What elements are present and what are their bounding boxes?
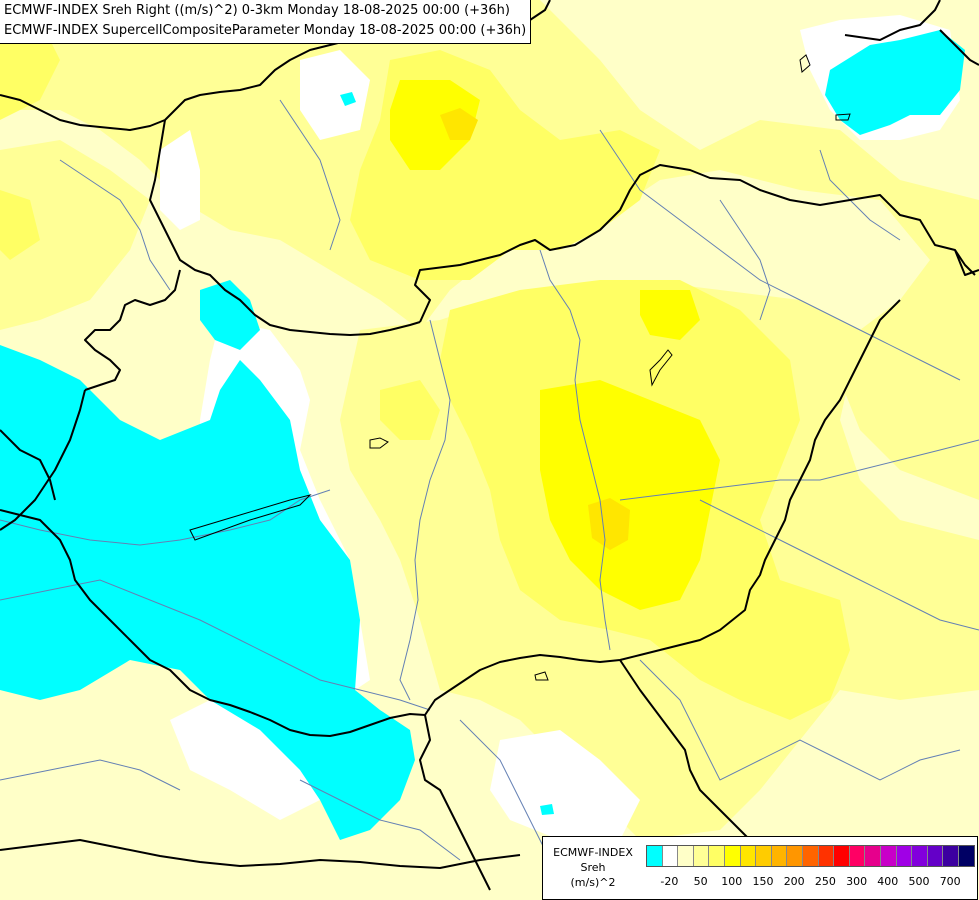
legend-swatch — [740, 846, 757, 866]
legend-tick-label: 300 — [846, 875, 868, 888]
legend-swatch — [771, 846, 788, 866]
legend-swatch — [756, 846, 772, 866]
legend-title-line-3: (m/s)^2 — [570, 876, 616, 889]
lakes — [189, 54, 851, 681]
legend-tick-label: -20 — [660, 875, 679, 888]
legend-tick-label: 400 — [877, 875, 899, 888]
legend-swatch — [958, 846, 975, 866]
legend-swatch — [943, 846, 959, 866]
legend-swatch — [662, 846, 679, 866]
legend-swatch — [849, 846, 866, 866]
legend-swatch — [709, 846, 725, 866]
legend-swatch — [724, 846, 741, 866]
legend-swatch — [693, 846, 710, 866]
legend-swatch — [865, 846, 881, 866]
legend-title-line-2: Sreh — [580, 861, 606, 874]
map-title-line-2: ECMWF-INDEX SupercellCompositeParameter … — [4, 23, 527, 38]
legend-swatch — [912, 846, 928, 866]
legend-swatch — [880, 846, 897, 866]
legend-tick-label: 100 — [721, 875, 743, 888]
color-legend: ECMWF-INDEX Sreh (m/s)^2 -20 50 100 150 200 2… — [542, 836, 978, 900]
legend-swatch — [834, 846, 850, 866]
legend-swatch — [802, 846, 819, 866]
legend-tick-label: 500 — [908, 875, 930, 888]
legend-title: ECMWF-INDEX Sreh (m/s)^2 — [547, 845, 639, 890]
gold-spots — [440, 108, 630, 550]
legend-swatch — [927, 846, 944, 866]
legend-title-line-1: ECMWF-INDEX — [553, 846, 633, 859]
legend-swatch — [787, 846, 803, 866]
legend-tick-label: 250 — [814, 875, 836, 888]
legend-tick-label: 150 — [752, 875, 774, 888]
legend-swatch — [678, 846, 694, 866]
bright-yellow-areas — [390, 80, 720, 610]
legend-swatch — [818, 846, 835, 866]
map-title-box: ECMWF-INDEX Sreh Right ((m/s)^2) 0-3km M… — [0, 0, 532, 44]
map-title-line-1: ECMWF-INDEX Sreh Right ((m/s)^2) 0-3km M… — [4, 3, 510, 18]
cyan-areas — [0, 30, 965, 840]
legend-tick-label: 50 — [693, 875, 708, 888]
legend-swatches — [646, 845, 976, 867]
legend-tick-label: 200 — [783, 875, 805, 888]
legend-tick-label: 700 — [939, 875, 961, 888]
legend-swatch — [647, 846, 663, 866]
legend-swatch — [896, 846, 913, 866]
